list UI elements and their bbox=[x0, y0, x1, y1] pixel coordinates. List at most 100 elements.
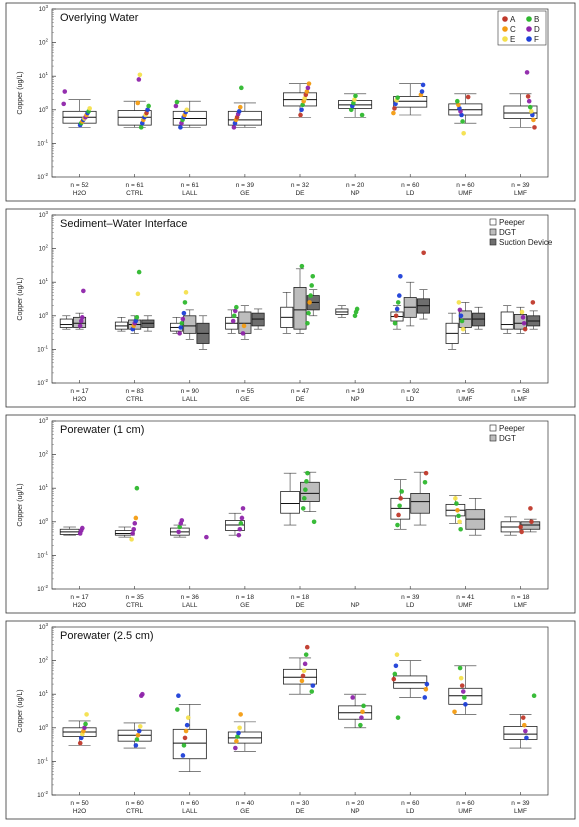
data-point bbox=[77, 323, 83, 329]
n-label: n = 95 bbox=[456, 388, 475, 395]
data-point bbox=[300, 673, 306, 679]
data-point bbox=[178, 325, 184, 330]
box-peeper bbox=[280, 491, 300, 514]
n-label: n = 41 bbox=[456, 594, 475, 601]
data-point bbox=[174, 99, 180, 105]
data-point bbox=[179, 518, 185, 523]
data-point bbox=[395, 522, 400, 528]
data-point bbox=[136, 77, 142, 82]
n-label: n = 32 bbox=[291, 182, 310, 189]
data-point bbox=[358, 722, 363, 728]
y-tick-label: 101 bbox=[39, 71, 49, 80]
legend-swatch bbox=[489, 218, 497, 226]
data-point bbox=[137, 724, 143, 729]
data-point bbox=[238, 521, 244, 526]
data-point bbox=[303, 487, 308, 493]
data-point bbox=[399, 489, 405, 494]
data-point bbox=[457, 307, 463, 313]
n-label: n = 58 bbox=[511, 388, 530, 395]
data-point bbox=[453, 496, 458, 501]
data-point bbox=[391, 676, 397, 682]
category-label: NP bbox=[351, 808, 360, 815]
y-tick-label: 10-2 bbox=[37, 172, 48, 181]
category-label: LALL bbox=[182, 808, 198, 815]
category-label: H2O bbox=[73, 396, 86, 403]
y-tick-label: 102 bbox=[39, 450, 49, 459]
data-point bbox=[62, 89, 68, 94]
data-point bbox=[423, 470, 429, 476]
legend-label: Peeper bbox=[499, 424, 525, 433]
data-point bbox=[393, 313, 399, 319]
data-point bbox=[300, 506, 306, 511]
data-point bbox=[530, 300, 536, 305]
data-point bbox=[422, 479, 428, 485]
box-dgt bbox=[410, 493, 430, 514]
n-label: n = 36 bbox=[181, 594, 200, 601]
data-point bbox=[529, 109, 534, 114]
data-point bbox=[302, 95, 308, 101]
data-point bbox=[129, 537, 134, 542]
n-label: n = 18 bbox=[236, 594, 255, 601]
n-label: n = 60 bbox=[456, 182, 475, 189]
data-point bbox=[137, 72, 143, 78]
data-point bbox=[523, 728, 528, 734]
n-label: n = 60 bbox=[401, 182, 420, 189]
data-point bbox=[237, 526, 243, 532]
data-point bbox=[310, 273, 316, 279]
data-point bbox=[306, 310, 311, 316]
data-point bbox=[176, 529, 181, 535]
data-point bbox=[237, 725, 242, 731]
data-point bbox=[524, 735, 529, 741]
data-point bbox=[135, 100, 141, 106]
y-tick-label: 101 bbox=[39, 277, 49, 286]
data-points bbox=[77, 250, 536, 336]
plot-area bbox=[51, 626, 549, 796]
category-label: CTRL bbox=[126, 602, 143, 609]
data-point bbox=[419, 89, 425, 94]
data-point bbox=[135, 732, 141, 738]
box-iqr bbox=[503, 726, 538, 740]
data-point bbox=[459, 112, 464, 118]
data-point bbox=[181, 743, 187, 748]
data-point bbox=[239, 515, 245, 521]
category-label: LMF bbox=[514, 808, 527, 815]
n-label: n = 92 bbox=[401, 388, 420, 395]
data-point bbox=[87, 106, 92, 111]
n-label: n = 52 bbox=[70, 182, 89, 189]
y-tick-label: 102 bbox=[39, 38, 49, 47]
data-point bbox=[82, 725, 87, 731]
data-point bbox=[311, 519, 317, 525]
y-tick-label: 101 bbox=[39, 483, 49, 492]
data-point bbox=[175, 707, 180, 712]
data-point bbox=[359, 112, 365, 118]
n-label: n = 55 bbox=[236, 388, 255, 395]
legend-label: B bbox=[534, 15, 539, 24]
data-point bbox=[83, 721, 88, 727]
data-point bbox=[527, 104, 533, 110]
data-point bbox=[458, 675, 464, 681]
legend-label: E bbox=[510, 35, 515, 44]
n-label: n = 50 bbox=[70, 800, 89, 807]
n-label: n = 61 bbox=[126, 182, 145, 189]
data-point bbox=[236, 532, 242, 538]
category-label: NP bbox=[351, 190, 360, 197]
data-point bbox=[299, 107, 304, 113]
data-point bbox=[530, 112, 535, 118]
data-point bbox=[459, 683, 465, 688]
y-tick-label: 10-1 bbox=[37, 756, 48, 765]
panel-title: Porewater (2.5 cm) bbox=[60, 630, 154, 642]
n-label: n = 19 bbox=[346, 388, 365, 395]
data-point bbox=[528, 506, 533, 511]
y-tick-label: 10-2 bbox=[37, 584, 48, 593]
n-label: n = 60 bbox=[401, 800, 420, 807]
legend-label: Peeper bbox=[499, 218, 525, 227]
data-point bbox=[307, 300, 312, 305]
data-point bbox=[463, 702, 468, 707]
y-tick-label: 102 bbox=[39, 244, 49, 253]
data-point bbox=[239, 85, 244, 91]
data-point bbox=[78, 318, 84, 324]
data-point bbox=[177, 524, 182, 530]
legend-label: DGT bbox=[499, 228, 516, 237]
legend: A B C D E F bbox=[497, 10, 547, 46]
